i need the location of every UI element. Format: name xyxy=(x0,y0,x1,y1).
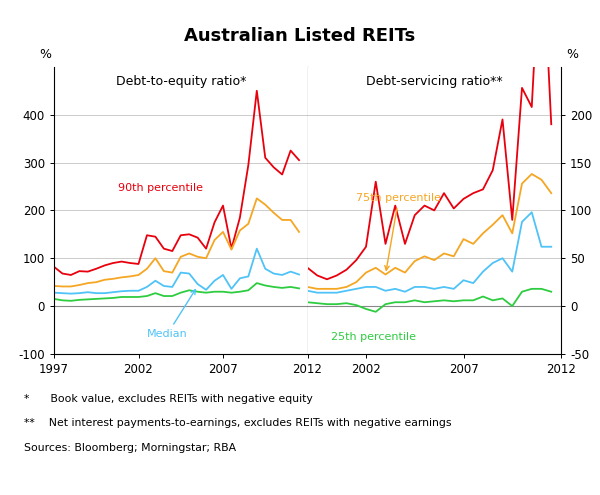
Text: 25th percentile: 25th percentile xyxy=(331,332,416,342)
Text: 75th percentile: 75th percentile xyxy=(356,193,441,270)
Text: Debt-to-equity ratio*: Debt-to-equity ratio* xyxy=(116,75,246,89)
Text: Debt-servicing ratio**: Debt-servicing ratio** xyxy=(366,75,503,89)
Text: **    Net interest payments-to-earnings, excludes REITs with negative earnings: ** Net interest payments-to-earnings, ex… xyxy=(24,418,452,428)
Text: Median: Median xyxy=(147,290,196,339)
Text: %: % xyxy=(566,48,578,61)
Text: Australian Listed REITs: Australian Listed REITs xyxy=(184,27,416,45)
Text: Sources: Bloomberg; Morningstar; RBA: Sources: Bloomberg; Morningstar; RBA xyxy=(24,443,236,453)
Text: 90th percentile: 90th percentile xyxy=(118,183,203,193)
Text: %: % xyxy=(40,48,52,61)
Text: *      Book value, excludes REITs with negative equity: * Book value, excludes REITs with negati… xyxy=(24,394,313,403)
